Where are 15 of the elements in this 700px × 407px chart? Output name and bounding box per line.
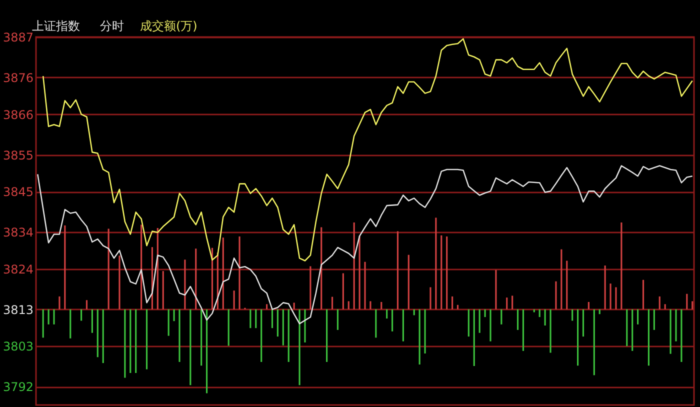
line-series (42, 38, 694, 262)
text: 成交额(万) (140, 19, 198, 33)
y-tick-label: 3855 (2, 148, 34, 162)
text: 分时 (100, 19, 124, 33)
y-tick-label: 3834 (2, 226, 34, 240)
y-tick-label: 3866 (2, 108, 34, 122)
y-tick-label: 3792 (2, 380, 34, 394)
y-tick-label: 3824 (2, 262, 34, 276)
line-series (36, 165, 694, 324)
y-tick-label: 3876 (2, 70, 34, 85)
y-tick-label: 3803 (2, 340, 34, 354)
y-tick-label: 3887 (2, 30, 34, 44)
y-tick-label: 3813 (2, 302, 34, 317)
y-tick-label: 3845 (2, 185, 34, 200)
chart-title: 上证指数 (32, 19, 80, 33)
